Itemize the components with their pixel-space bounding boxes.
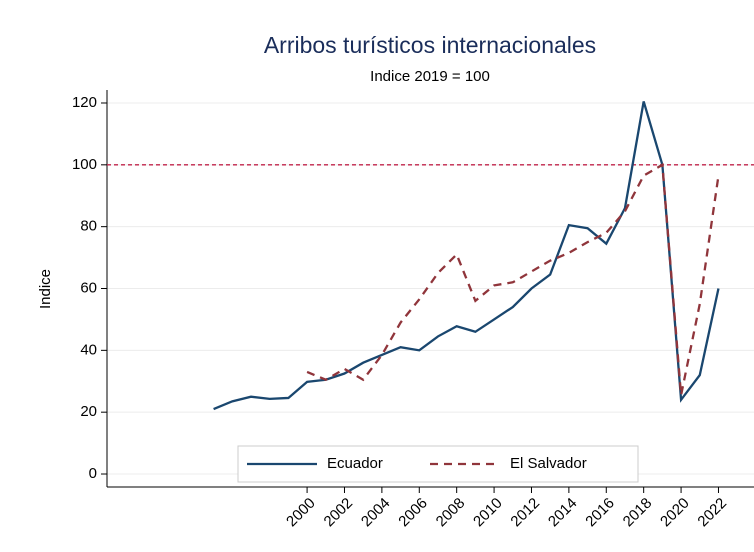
x-tick-label: 2010 bbox=[470, 495, 506, 531]
y-tick-label: 40 bbox=[80, 341, 97, 358]
y-tick-label: 20 bbox=[80, 403, 97, 420]
x-tick-label: 2000 bbox=[283, 495, 319, 531]
x-tick-label: 2022 bbox=[694, 495, 730, 531]
chart-title: Arribos turísticos internacionales bbox=[264, 32, 596, 58]
y-tick-label: 0 bbox=[89, 465, 97, 482]
x-tick-label: 2020 bbox=[657, 495, 693, 531]
series-line bbox=[306, 162, 720, 396]
y-tick-label: 60 bbox=[80, 279, 97, 296]
legend-label: El Salvador bbox=[510, 455, 587, 472]
x-tick-label: 2002 bbox=[320, 495, 356, 531]
y-tick-label: 80 bbox=[80, 218, 97, 235]
x-tick-label: 2018 bbox=[620, 495, 656, 531]
x-tick-label: 2006 bbox=[395, 495, 431, 531]
y-axis-label: Indice bbox=[37, 269, 54, 309]
series-line bbox=[213, 101, 720, 411]
y-tick-label: 100 bbox=[72, 156, 97, 173]
legend-label: Ecuador bbox=[327, 455, 383, 472]
x-tick-label: 2016 bbox=[582, 495, 618, 531]
x-tick-label: 2008 bbox=[433, 495, 469, 531]
y-tick-label: 120 bbox=[72, 94, 97, 111]
x-tick-label: 2014 bbox=[545, 495, 581, 531]
x-tick-label: 2004 bbox=[358, 495, 394, 531]
x-tick-label: 2012 bbox=[507, 495, 543, 531]
chart-subtitle: Indice 2019 = 100 bbox=[370, 68, 490, 85]
